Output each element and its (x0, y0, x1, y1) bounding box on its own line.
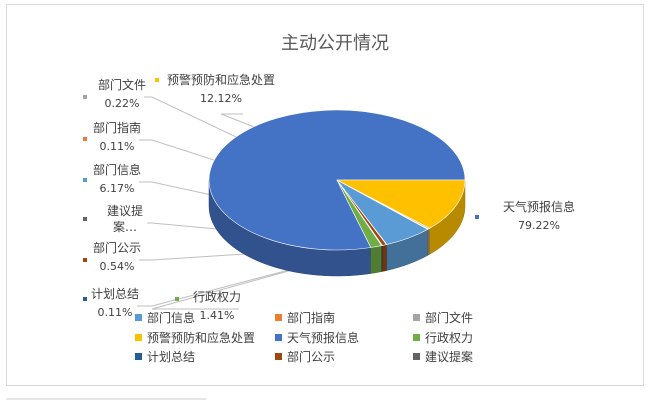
legend-swatch (413, 334, 420, 341)
legend-swatch (275, 353, 282, 360)
legend-swatch (135, 314, 142, 321)
data-labels: 天气预报信息 79.22% 行政权力 1.41% 计划总结 0.11% 部门公示 0.54% 建… (83, 72, 575, 322)
slice-8-label: 预警预防和应急处置 (167, 72, 275, 87)
legend-item: 部门指南 (275, 310, 335, 325)
legend-swatch (413, 314, 420, 321)
legend-swatch (275, 334, 282, 341)
slice-7-label-marker (83, 95, 87, 99)
slice-3-label-marker (83, 258, 87, 262)
legend-label: 部门指南 (287, 310, 335, 325)
pie-slices (208, 109, 466, 251)
legend-item: 部门信息 (135, 310, 195, 325)
slice-3-value: 0.54% (100, 260, 135, 273)
slice-3-label: 部门公示 (93, 240, 141, 255)
slice-1-side (370, 245, 382, 274)
legend-swatch (413, 353, 420, 360)
slice-5-label-marker (83, 178, 87, 182)
legend-label: 天气预报信息 (287, 330, 359, 345)
slice-8 (336, 179, 466, 229)
chart-title: 主动公开情况 (281, 33, 389, 54)
bottom-divider (6, 398, 206, 400)
slice-8-value: 12.12% (200, 92, 242, 105)
slice-0-label-marker (475, 215, 479, 219)
slice-4-label-marker (83, 217, 87, 221)
slice-5-value: 6.17% (100, 182, 135, 195)
legend-label: 部门公示 (287, 349, 335, 364)
slice-2-value: 0.11% (98, 306, 133, 319)
slice-0-label: 天气预报信息 (503, 199, 575, 214)
slice-7-value: 0.22% (105, 97, 140, 110)
legend-item: 天气预报信息 (275, 330, 359, 345)
slice-2-label: 计划总结 (91, 287, 139, 301)
slice-4-label: 案… (113, 219, 137, 234)
slice-5-label: 部门信息 (93, 162, 141, 177)
legend-item: 行政权力 (413, 331, 473, 345)
slice-3-side (382, 244, 387, 272)
legend-label: 计划总结 (147, 350, 195, 364)
slice-6-label: 部门指南 (93, 120, 141, 135)
slice-4-label: 建议提 (107, 203, 143, 218)
legend-item: 预警预防和应急处置 (135, 330, 255, 345)
slice-6-value: 0.11% (100, 140, 135, 153)
slice-6-label-marker (83, 137, 87, 141)
legend-item: 部门公示 (275, 349, 335, 364)
slice-1-label-marker (175, 297, 179, 301)
legend-swatch (135, 353, 142, 360)
slice-2-label-marker (83, 297, 87, 301)
legend-label: 建议提案 (425, 349, 473, 364)
legend-label: 行政权力 (425, 331, 473, 345)
slice-7-label: 部门文件 (98, 77, 146, 92)
pie-depth (208, 179, 466, 277)
legend-item: 计划总结 (135, 350, 195, 364)
legend-label: 预警预防和应急处置 (147, 330, 255, 345)
pie-chart: 主动公开情况 天气预报信息 79.22% 行政权力 1.41% 计划总结 0.11% 部门公… (83, 33, 575, 364)
legend-swatch (275, 314, 282, 321)
slice-8-label-marker (155, 78, 159, 82)
slice-1-label: 行政权力 (193, 290, 241, 304)
legend-item: 部门文件 (413, 310, 473, 325)
legend-item: 建议提案 (413, 349, 473, 364)
legend-swatch (135, 334, 142, 341)
legend-label: 部门信息 (147, 310, 195, 325)
slice-1-value: 1.41% (200, 309, 235, 322)
slice-0-value: 79.22% (518, 219, 560, 232)
chart-frame: 主动公开情况 天气预报信息 79.22% 行政权力 1.41% 计划总结 0.11% 部门公… (6, 4, 644, 386)
legend-label: 部门文件 (425, 310, 473, 325)
